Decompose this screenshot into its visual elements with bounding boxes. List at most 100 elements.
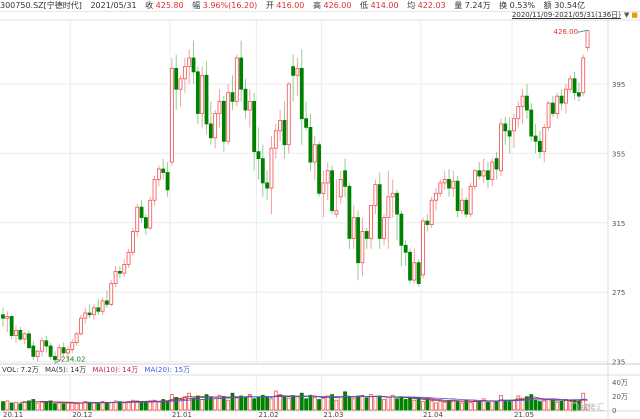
candle-body (92, 307, 96, 316)
volume-bar (416, 396, 421, 411)
candle-body (96, 307, 101, 312)
volume-bar (490, 400, 495, 411)
candle-body (165, 172, 170, 191)
volume-bar (507, 401, 512, 411)
volume-bar (468, 401, 473, 411)
volume-bar (460, 402, 464, 411)
candle-body (529, 109, 534, 137)
volume-bar (217, 394, 222, 411)
x-tick-label: 21.04 (423, 411, 444, 419)
candle-body (533, 135, 538, 142)
volume-bar (533, 399, 538, 411)
volume-label: 量 (454, 1, 463, 10)
watermark: 格隆汇 (580, 402, 604, 412)
volume-bar (204, 394, 209, 411)
candle-body (169, 67, 174, 163)
volume-bar (273, 390, 278, 411)
candle-body (321, 182, 326, 194)
x-tick-label: 21.01 (172, 411, 192, 419)
volume-bar (494, 401, 499, 411)
candle-body (256, 151, 261, 160)
candle-body (369, 205, 373, 239)
candle-body (5, 316, 10, 319)
candle-body (247, 100, 252, 111)
volume-bar (585, 404, 590, 411)
candle-body (325, 170, 330, 184)
candle-body (481, 170, 486, 177)
candle-body (213, 113, 218, 139)
dropdown-triangle-icon[interactable]: ▼ (623, 11, 630, 19)
volume-bar (221, 396, 226, 411)
volume-bar (256, 396, 261, 411)
volume-bar (165, 400, 170, 411)
avg-value: 422.03 (417, 1, 446, 10)
volume-bar (79, 402, 83, 411)
candle-body (122, 264, 127, 274)
candle-body (35, 350, 40, 357)
candle-body (477, 170, 482, 177)
volume-bar (48, 400, 53, 411)
lock-icon[interactable]: ■ (631, 11, 638, 19)
volume-bar (14, 401, 18, 411)
candle-body (156, 168, 161, 180)
volume-bar (96, 403, 101, 411)
candle-body (564, 88, 568, 104)
volume-bar (234, 397, 239, 411)
candle-body (105, 300, 109, 305)
volume-bar (542, 400, 547, 411)
volume-bar (291, 395, 296, 411)
candle-body (182, 66, 187, 80)
volume-bar (74, 403, 79, 411)
candle-body (490, 161, 495, 180)
candle-body (460, 199, 464, 212)
candle-body (412, 262, 417, 281)
legend-ma20: MA(20): 15万 (144, 366, 191, 374)
candle-body (360, 231, 365, 264)
candle-body (295, 67, 300, 76)
volume-bar (122, 402, 127, 411)
volume-bar (503, 400, 508, 411)
candle-body (130, 231, 135, 253)
date-range-selector[interactable]: 2020/11/09-2021/05/31(136日) (511, 11, 621, 19)
candle-body (195, 71, 200, 114)
candle-body (22, 333, 27, 340)
candle-body (48, 345, 53, 357)
candle-body (572, 78, 577, 94)
avg-label: 均 (407, 1, 416, 10)
volume-bar (92, 402, 96, 411)
min-price-label: 234.02 (61, 355, 86, 363)
change-value: 3.96%(16.20) (202, 1, 258, 10)
amount-label: 额 (543, 1, 552, 10)
volume-bar (516, 395, 521, 411)
high-value: 426.00 (323, 1, 352, 10)
candle-body (152, 179, 157, 201)
candle-body (343, 170, 347, 187)
candle-body (234, 57, 239, 102)
volume-bar (113, 400, 118, 411)
candle-body (70, 342, 75, 350)
volume-bar (572, 399, 577, 411)
candle-body (282, 120, 287, 146)
volume-bar (230, 392, 235, 411)
candle-body (356, 217, 360, 264)
volume-bar (169, 394, 174, 411)
volume-bar (278, 394, 283, 411)
volume-bar (312, 396, 317, 411)
candle-body (334, 210, 339, 215)
volume-bar (239, 395, 244, 411)
candle-body (512, 118, 516, 132)
volume-bar (351, 398, 356, 411)
volume-bar (299, 392, 304, 411)
volume-bar (564, 399, 568, 411)
volume-bar (269, 398, 274, 411)
volume-bar (143, 401, 148, 411)
volume-bar (399, 396, 404, 411)
candle-body (408, 251, 412, 281)
volume-bar (325, 395, 330, 411)
volume-bar (282, 396, 287, 411)
candle-body (126, 251, 131, 265)
volume-bar (31, 399, 36, 411)
volume-bar (464, 399, 469, 411)
volume-legend: VOL: 7.2万 MA(5): 14万 MA(10): 14万 MA(20):… (2, 365, 194, 375)
